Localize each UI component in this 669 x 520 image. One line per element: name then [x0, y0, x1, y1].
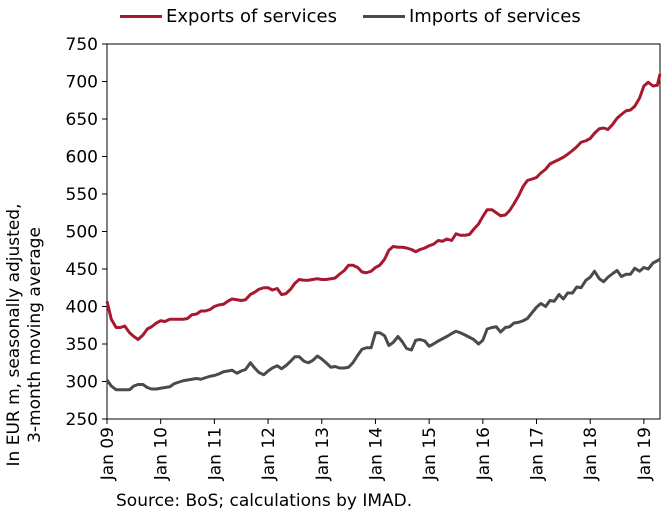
x-tick-label: Jan 12: [259, 427, 279, 481]
legend-label-exports: Exports of services: [166, 6, 337, 27]
x-tick-label: Jan 10: [152, 427, 172, 481]
legend-item-exports: Exports of services: [120, 6, 337, 27]
x-tick-label: Jan 09: [98, 427, 118, 481]
legend: Exports of services Imports of services: [120, 6, 581, 27]
x-tick-label: Jan 15: [420, 427, 440, 481]
y-tick-label: 300: [66, 373, 98, 393]
x-tick-label: Jan 11: [205, 427, 225, 481]
series-line-exports: [105, 73, 662, 341]
series-line-imports: [105, 257, 661, 392]
y-axis-label: In EUR m, seasonally adjusted, 3-month m…: [4, 203, 45, 467]
y-tick-label: 550: [66, 185, 98, 205]
y-tick-label: 650: [66, 110, 98, 130]
y-tick-label: 600: [66, 148, 98, 168]
x-tick-label: Jan 16: [474, 427, 494, 481]
source-note: Source: BoS; calculations by IMAD.: [116, 491, 413, 511]
y-tick-label: 250: [66, 410, 98, 430]
legend-swatch-exports: [120, 15, 162, 18]
y-tick-label: 750: [66, 35, 98, 55]
y-tick-label: 350: [66, 335, 98, 355]
x-tick-label: Jan 14: [366, 427, 386, 481]
x-tick-label: Jan 17: [528, 427, 548, 481]
y-tick-label: 450: [66, 260, 98, 280]
x-tick-label: Jan 13: [313, 427, 333, 481]
y-tick-label: 500: [66, 223, 98, 243]
y-tick-label: 400: [66, 298, 98, 318]
legend-item-imports: Imports of services: [362, 6, 581, 27]
legend-label-imports: Imports of services: [408, 6, 581, 27]
legend-swatch-imports: [362, 15, 405, 18]
x-tick-label: Jan 19: [635, 427, 655, 481]
y-tick-label: 700: [66, 73, 98, 93]
plot-frame: [106, 43, 661, 420]
x-tick-label: Jan 18: [581, 427, 601, 481]
